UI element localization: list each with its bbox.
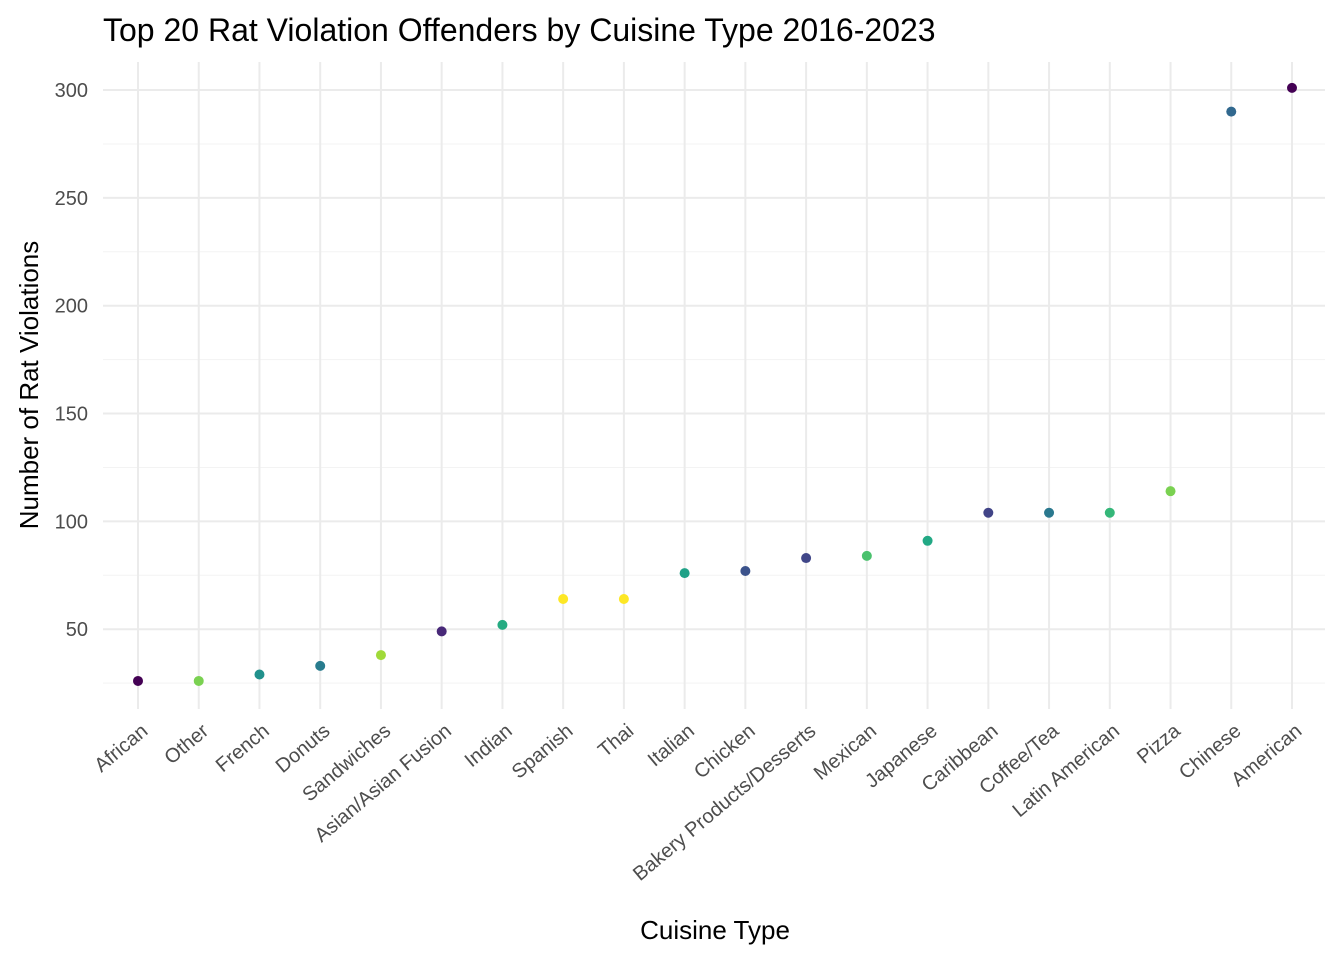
y-axis-ticks: 50 100 150 200 250 300 bbox=[55, 80, 88, 641]
data-point bbox=[861, 550, 872, 561]
x-tick-label: Thai bbox=[594, 720, 638, 762]
y-axis-title: Number of Rat Violations bbox=[14, 241, 44, 530]
grid bbox=[103, 62, 1325, 709]
y-tick-label: 300 bbox=[55, 80, 88, 102]
x-tick-label: French bbox=[212, 720, 274, 777]
y-tick-label: 250 bbox=[55, 188, 88, 210]
data-point bbox=[679, 568, 690, 579]
data-point bbox=[1044, 507, 1055, 518]
data-point bbox=[922, 535, 933, 546]
data-point bbox=[740, 565, 751, 576]
x-tick-label: Indian bbox=[461, 720, 517, 772]
data-point bbox=[436, 626, 447, 637]
data-point bbox=[801, 553, 812, 564]
y-tick-label: 150 bbox=[55, 404, 88, 426]
x-tick-label: Spanish bbox=[508, 720, 578, 783]
x-tick-label: Latin American bbox=[1009, 720, 1124, 822]
data-point bbox=[983, 507, 994, 518]
data-point bbox=[315, 660, 326, 671]
y-tick-label: 200 bbox=[55, 296, 88, 318]
x-tick-label: African bbox=[90, 720, 152, 777]
x-axis-ticks: African OtherFrenchDonutsSandwichesAsian/… bbox=[90, 719, 1306, 885]
chart-title: Top 20 Rat Violation Offenders by Cuisin… bbox=[103, 12, 936, 48]
data-point bbox=[254, 669, 265, 680]
y-tick-label: 100 bbox=[55, 511, 88, 533]
data-point bbox=[1104, 507, 1115, 518]
data-points bbox=[133, 82, 1297, 686]
data-point bbox=[193, 675, 204, 686]
x-tick-label: Italian bbox=[644, 720, 699, 771]
x-tick-label: Other bbox=[160, 720, 213, 769]
data-point bbox=[1165, 486, 1176, 497]
data-point bbox=[375, 650, 386, 661]
data-point bbox=[133, 675, 143, 686]
y-tick-label: 50 bbox=[66, 619, 88, 641]
data-point bbox=[497, 619, 508, 630]
data-point bbox=[558, 594, 569, 605]
x-axis-title: Cuisine Type bbox=[640, 915, 790, 945]
data-point bbox=[618, 594, 629, 605]
data-point bbox=[1226, 106, 1237, 117]
data-point bbox=[1287, 82, 1297, 93]
x-tick-label: Pizza bbox=[1133, 719, 1185, 768]
